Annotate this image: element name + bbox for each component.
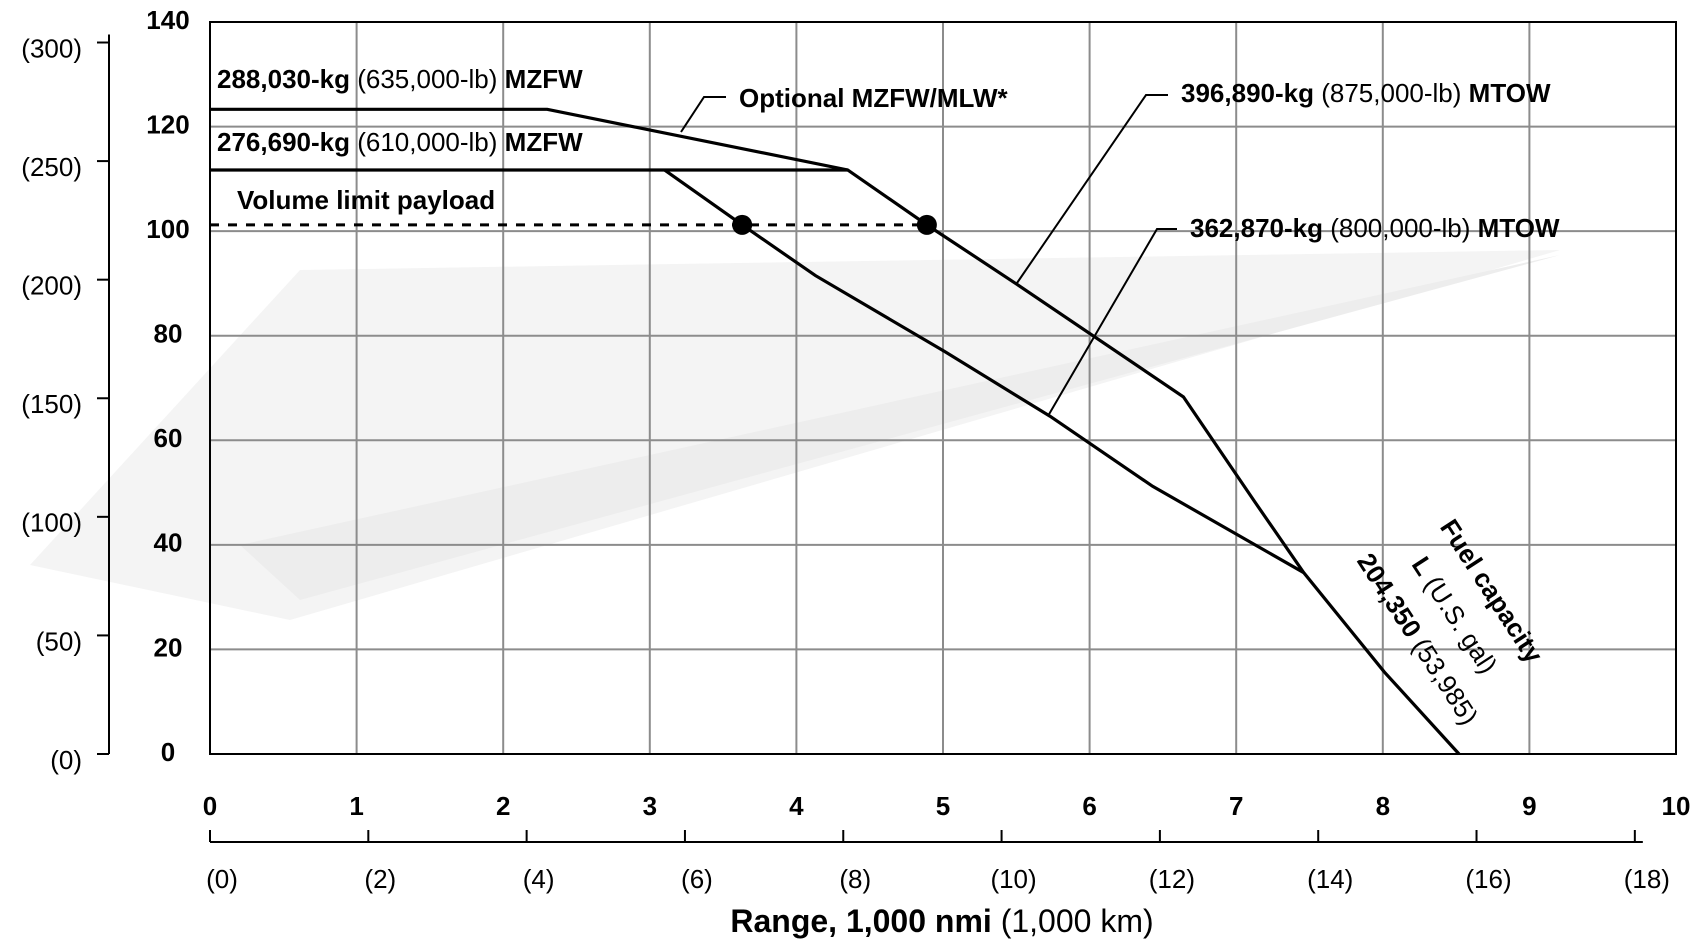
x-axis-title: Range, 1,000 nmi (1,000 km) bbox=[730, 903, 1153, 939]
y-tick-label: 0 bbox=[161, 737, 175, 767]
x2-tick-label: (8) bbox=[839, 864, 871, 894]
y2-tick-label: (300) bbox=[21, 33, 82, 63]
background-shape bbox=[30, 250, 1560, 620]
series-line bbox=[210, 107, 1461, 756]
y2-tick-label: (200) bbox=[21, 271, 82, 301]
y2-tick-label: (0) bbox=[50, 745, 82, 775]
x-tick-label: 4 bbox=[789, 791, 804, 821]
x2-tick-label: (12) bbox=[1149, 864, 1195, 894]
marks bbox=[210, 107, 1461, 756]
y-tick-label: 140 bbox=[146, 5, 189, 35]
plot-frame bbox=[209, 21, 1677, 755]
x-tick-label: 9 bbox=[1522, 791, 1536, 821]
x-tick-label: 6 bbox=[1082, 791, 1096, 821]
x2-tick-label: (16) bbox=[1465, 864, 1511, 894]
x-tick-label: 10 bbox=[1662, 791, 1691, 821]
x-tick-label: 0 bbox=[203, 791, 217, 821]
x2-tick-label: (4) bbox=[523, 864, 555, 894]
x-tick-label: 2 bbox=[496, 791, 510, 821]
x2-tick-label: (18) bbox=[1624, 864, 1670, 894]
y-tick-label: 60 bbox=[154, 423, 183, 453]
x-tick-label: 5 bbox=[936, 791, 950, 821]
x2-tick-label: (0) bbox=[206, 864, 238, 894]
y-tick-label: 80 bbox=[154, 319, 183, 349]
x-tick-label: 8 bbox=[1376, 791, 1390, 821]
point-marker bbox=[732, 214, 753, 235]
annotation: 362,870-kg (800,000-lb) MTOW bbox=[1190, 213, 1560, 243]
annotation: 276,690-kg (610,000-lb) MZFW bbox=[217, 127, 583, 157]
x-tick-label: 3 bbox=[643, 791, 657, 821]
point-marker bbox=[916, 214, 937, 235]
y2-tick-label: (250) bbox=[21, 152, 82, 182]
annotation: 396,890-kg (875,000-lb) MTOW bbox=[1181, 78, 1551, 108]
y2-tick-label: (100) bbox=[21, 508, 82, 538]
x2-tick-label: (10) bbox=[990, 864, 1036, 894]
y-tick-label: 120 bbox=[146, 109, 189, 139]
x2-tick-label: (2) bbox=[364, 864, 396, 894]
y-tick-label: 40 bbox=[154, 528, 183, 558]
annotation: 288,030-kg (635,000-lb) MZFW bbox=[217, 64, 583, 94]
y2-tick-label: (150) bbox=[21, 389, 82, 419]
x2-tick-label: (14) bbox=[1307, 864, 1353, 894]
y2-tick-label: (50) bbox=[36, 626, 82, 656]
x-tick-label: 7 bbox=[1229, 791, 1243, 821]
y-tick-label: 20 bbox=[154, 632, 183, 662]
x2-tick-label: (6) bbox=[681, 864, 713, 894]
y-tick-label: 100 bbox=[146, 214, 189, 244]
leader-lines bbox=[680, 94, 1177, 417]
annotation: Optional MZFW/MLW* bbox=[739, 83, 1008, 113]
x-tick-label: 1 bbox=[349, 791, 363, 821]
annotation: Volume limit payload bbox=[237, 185, 495, 215]
